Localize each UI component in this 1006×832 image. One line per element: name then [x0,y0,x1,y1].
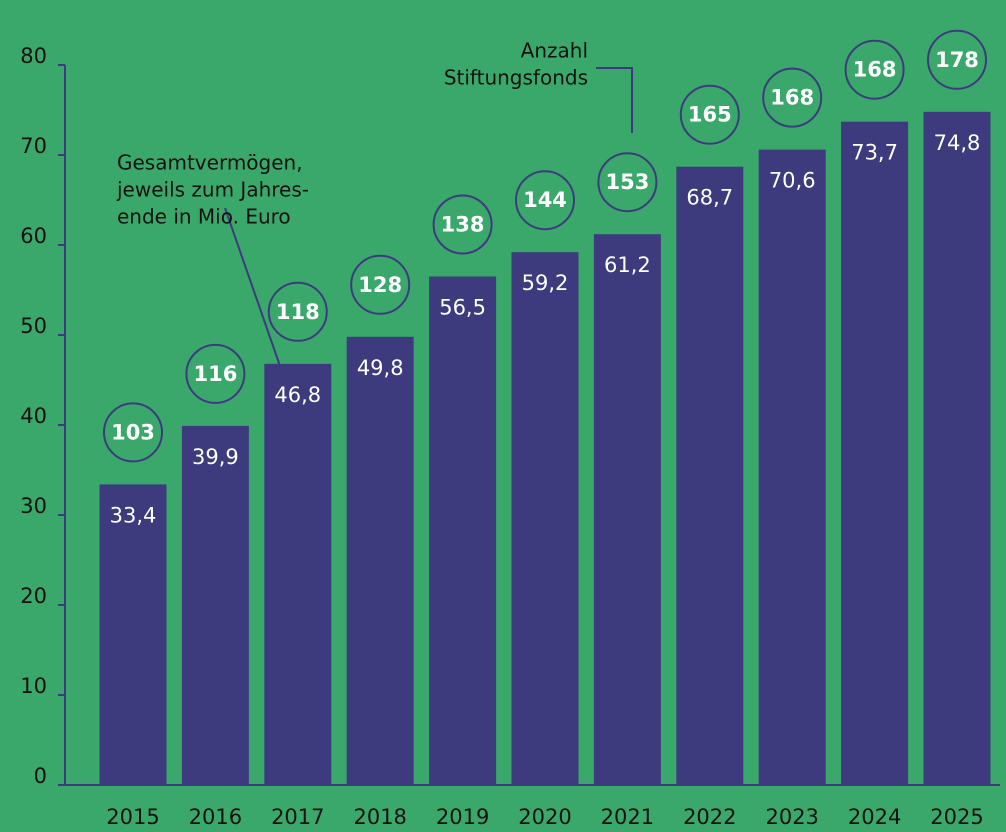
value-label: 73,7 [851,141,898,165]
bar [429,276,497,785]
count-circle [679,84,740,145]
bar [841,121,909,785]
bar [676,166,744,785]
count-circle [762,67,823,128]
x-tick-label: 2024 [848,805,901,829]
x-tick-label: 2015 [106,805,159,829]
annotation: Stiftungsfonds [444,66,588,90]
count-circle [597,152,658,213]
y-tick-label: 0 [34,764,47,788]
x-tick-label: 2019 [436,805,489,829]
x-tick-label: 2020 [518,805,571,829]
value-label: 46,8 [274,383,321,407]
count-circle [185,343,246,404]
annotation: Gesamtvermögen, [117,151,303,175]
y-tick-label: 60 [20,224,47,248]
count-label: 128 [358,273,402,297]
count-circle [350,254,411,315]
count-label: 165 [688,103,732,127]
value-label: 39,9 [192,445,239,469]
value-label: 68,7 [686,186,733,210]
y-tick-label: 20 [20,584,47,608]
value-label: 59,2 [522,271,569,295]
leader-line [224,207,281,367]
count-circle [432,194,493,255]
count-circle [927,29,987,90]
x-tick-label: 2018 [353,805,406,829]
count-label: 178 [935,48,979,72]
y-tick-label: 80 [20,44,47,68]
y-tick-label: 50 [20,314,47,338]
count-circle [103,402,163,463]
count-label: 138 [441,213,485,237]
x-tick-label: 2023 [765,805,818,829]
bar [758,149,826,786]
value-label: 70,6 [769,169,816,193]
annotation: jeweils zum Jahres- [116,178,309,202]
x-tick-label: 2022 [683,805,736,829]
count-label: 168 [770,86,814,110]
value-label: 33,4 [110,503,157,527]
bar [593,234,661,785]
count-circle [515,170,575,231]
x-tick-label: 2016 [189,805,242,829]
value-label: 56,5 [439,296,486,320]
count-circle [844,39,905,100]
count-label: 168 [853,58,897,82]
count-label: 153 [605,170,649,194]
bar [346,336,414,785]
bar [99,484,167,785]
leader-line [596,67,633,133]
x-tick-label: 2017 [271,805,324,829]
x-tick-label: 2025 [930,805,983,829]
count-label: 144 [523,188,567,212]
value-label: 49,8 [357,356,404,380]
value-label: 74,8 [934,131,981,155]
x-tick-label: 2021 [601,805,654,829]
count-label: 103 [111,420,155,444]
bar [511,252,579,785]
bar [264,363,332,785]
bar [181,425,249,785]
bar [923,111,991,786]
y-tick-label: 30 [20,494,47,518]
y-tick-label: 10 [20,674,47,698]
y-tick-label: 70 [20,134,47,158]
count-label: 118 [276,300,320,324]
count-label: 116 [193,362,237,386]
value-label: 61,2 [604,253,651,277]
annotation: Anzahl [521,39,588,63]
y-tick-label: 40 [20,404,47,428]
count-circle [267,281,328,342]
annotation: ende in Mio. Euro [117,205,291,229]
